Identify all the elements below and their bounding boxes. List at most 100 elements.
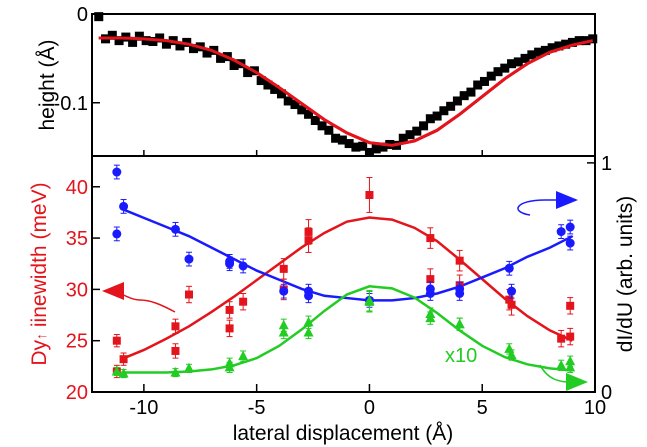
top-data-point — [141, 36, 151, 46]
blue-circle-point — [184, 254, 194, 264]
top-data-point — [500, 63, 510, 73]
green-triangle-point — [278, 319, 289, 330]
top-data-point — [175, 41, 185, 51]
top-data-point — [351, 142, 361, 152]
top-data-point — [398, 133, 408, 143]
green-triangle-point — [278, 326, 289, 337]
bottom-fit-lines — [120, 207, 574, 374]
top-panel-frame — [91, 13, 596, 157]
red-square-point — [171, 322, 180, 331]
bottom-panel: 20 25 30 35 40 0 1 -10 -5 0 5 10 Dy↑ iinewidth (meV… — [28, 153, 637, 445]
top-data-point — [148, 37, 158, 47]
top-data-point — [202, 48, 212, 58]
top-data-point — [94, 12, 104, 22]
top-data-point — [432, 111, 442, 121]
blue-circle-point — [455, 284, 465, 294]
red-square-point — [557, 334, 566, 343]
right-y-tick-label: 0 — [601, 382, 612, 404]
green-triangle-point — [504, 343, 515, 353]
top-data-point — [452, 96, 462, 106]
x10-annotation: x10 — [445, 345, 477, 367]
x-tick-label: 0 — [364, 397, 375, 419]
red-square-point — [112, 336, 121, 345]
green-triangle-point — [170, 367, 181, 377]
top-data-point — [486, 71, 496, 81]
top-data-point — [114, 36, 124, 46]
top-data-point — [493, 67, 503, 77]
top-y-ticks: 0 -0.1 — [54, 4, 596, 156]
green-triangle-point — [303, 326, 314, 337]
left-y-tick-label: 35 — [66, 228, 88, 250]
red-square-point — [225, 324, 234, 333]
top-data-point — [107, 30, 117, 40]
red-square-point — [505, 295, 514, 304]
red-square-point — [279, 264, 288, 273]
x-tick-label: 5 — [477, 397, 488, 419]
top-data-point — [527, 50, 537, 60]
blue-circle-point — [279, 286, 289, 296]
top-data-point — [459, 91, 469, 101]
red-square-point — [304, 236, 313, 245]
green-triangle-point — [556, 359, 567, 370]
top-data-point — [134, 31, 144, 41]
left-y-tick-label: 30 — [66, 279, 88, 301]
left-y-axis-label-suffix: iinewidth (meV) — [28, 182, 51, 333]
red-square-point — [426, 234, 435, 243]
top-data-point — [364, 147, 374, 157]
blue-axis-arrow — [517, 191, 578, 216]
top-data-point — [331, 133, 341, 143]
green-triangle-point — [303, 316, 314, 327]
red-square-point — [566, 332, 575, 341]
top-data-point — [473, 80, 483, 90]
green-triangle-point — [118, 368, 129, 378]
green-triangle-point — [506, 349, 517, 360]
top-data-point — [155, 33, 165, 43]
top-data-point — [513, 57, 523, 67]
blue-circle-point — [565, 222, 575, 232]
red-square-point — [184, 290, 193, 299]
left-y-axis-label-prefix: Dy — [28, 339, 51, 365]
top-data-point — [412, 126, 422, 136]
top-data-point — [466, 87, 476, 97]
top-data-point — [405, 130, 415, 140]
top-data-point — [304, 109, 314, 119]
red-square-point — [119, 355, 128, 364]
top-data-point — [574, 36, 584, 46]
top-data-point — [588, 34, 598, 44]
top-data-point — [276, 89, 286, 99]
top-data-point — [358, 141, 368, 151]
top-data-point — [290, 100, 300, 110]
fit-line — [120, 216, 573, 361]
bottom-panel-frame — [91, 155, 596, 393]
blue-circle-point — [565, 238, 575, 248]
top-data-point — [297, 105, 307, 115]
top-data-point — [324, 125, 334, 135]
right-y-tick-label: 1 — [601, 153, 612, 175]
top-data-point — [561, 39, 571, 49]
blue-circle-point — [112, 167, 122, 177]
left-y-axis-label: Dy↑ iinewidth (meV) — [28, 182, 51, 365]
green-triangle-point — [565, 361, 576, 372]
top-data-point — [189, 44, 199, 54]
blue-circle-point — [170, 224, 180, 234]
blue-circle-point — [225, 259, 235, 269]
fit-line — [120, 207, 574, 302]
left-y-tick-label: 25 — [66, 331, 88, 353]
top-data-point — [256, 76, 266, 86]
top-data-point — [243, 68, 253, 78]
red-square-point — [225, 305, 234, 314]
top-data-point — [337, 135, 347, 145]
top-data-point — [161, 39, 171, 49]
red-square-point — [455, 256, 464, 265]
green-triangle-point — [238, 350, 249, 361]
left-y-tick-label: 40 — [66, 177, 88, 199]
top-data-point — [270, 84, 280, 94]
x-tick-label: -10 — [129, 397, 158, 419]
green-triangle-point — [224, 361, 235, 372]
top-data-point — [229, 60, 239, 70]
red-square-point — [365, 190, 374, 199]
blue-circle-point — [112, 229, 122, 239]
top-data-point — [263, 80, 273, 90]
x-tick-label: -5 — [248, 397, 266, 419]
